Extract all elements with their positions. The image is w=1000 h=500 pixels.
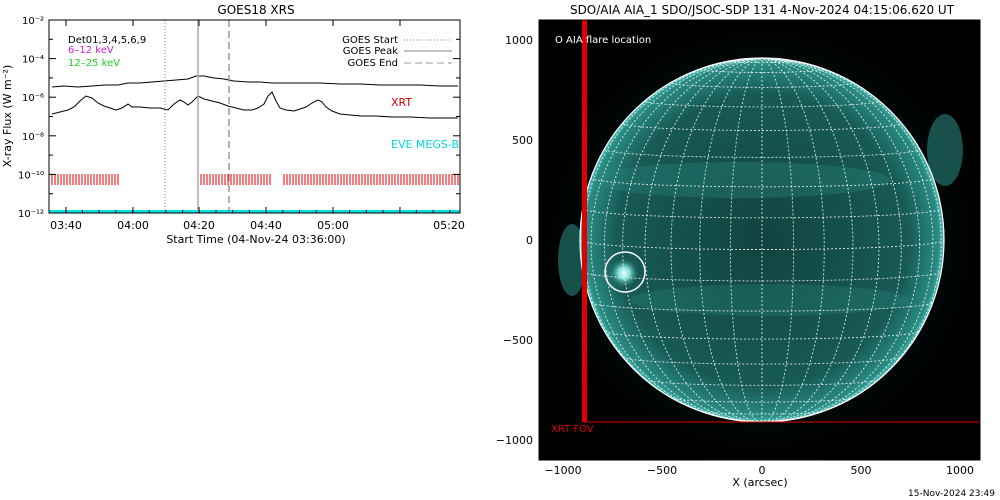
goes-xtick-label: 04:00 — [117, 219, 149, 232]
aia-limb-bright-right — [927, 114, 963, 186]
longitude-line — [761, 57, 934, 421]
goes-ytick-label: 10⁻¹⁰ — [18, 170, 44, 181]
goes-xlabel: Start Time (04-Nov-24 03:36:00) — [166, 233, 345, 246]
longitude-line — [670, 57, 763, 423]
aia-ytick-label: −500 — [503, 334, 533, 347]
longitude-line — [761, 57, 854, 423]
goes-ytick-label: 10⁻⁶ — [22, 93, 44, 104]
aia-flare-legend: O AIA flare location — [555, 35, 651, 46]
longitude-line — [761, 57, 825, 423]
aia-xtick-label: 500 — [851, 464, 872, 477]
legend-12-25kev: 12–25 keV — [68, 58, 120, 69]
latitude-line — [644, 100, 880, 108]
longitude-line — [761, 57, 942, 414]
latitude-line — [590, 302, 934, 312]
legend-goes-peak: GOES Peak — [343, 46, 398, 57]
footer-timestamp: 15-Nov-2024 23:49 — [908, 489, 995, 499]
goes-legend-left: Det01,3,4,5,6,9 6–12 keV 12–25 keV — [68, 35, 146, 69]
aia-xtick-label: −500 — [647, 464, 677, 477]
xrt-fov-left-edge — [582, 20, 587, 422]
legend-detectors: Det01,3,4,5,6,9 — [68, 35, 146, 46]
aia-ytick-label: 1000 — [505, 34, 533, 47]
legend-goes-start: GOES Start — [342, 35, 398, 46]
longitude-line — [761, 57, 921, 422]
active-band-south — [630, 284, 910, 316]
latitude-line — [579, 239, 945, 250]
longitude-line — [699, 57, 763, 423]
xrs-long-curve — [51, 75, 458, 88]
aia-xlabel: X (arcsec) — [732, 476, 787, 489]
longitude-line — [729, 57, 763, 423]
goes-ytick-label: 10⁻⁴ — [22, 55, 44, 66]
legend-goes-end: GOES End — [348, 58, 398, 69]
xrt-observation-ticks — [51, 174, 459, 185]
longitude-line — [622, 57, 763, 422]
aia-xtick-label: −1000 — [544, 464, 581, 477]
aia-image — [539, 20, 980, 460]
goes-axes: 03:40 04:00 04:20 04:40 05:00 05:20 10⁻² 10⁻⁴ 10… — [18, 16, 465, 232]
latitude-line — [590, 177, 934, 188]
longitude-line — [761, 57, 902, 422]
goes-ylabel: X-ray Flux (W m⁻²) — [1, 65, 14, 167]
goes-title: GOES18 XRS — [217, 3, 294, 17]
flare-location-circle — [604, 251, 646, 293]
longitude-line — [761, 57, 795, 423]
aia-xtick-label: 1000 — [946, 464, 974, 477]
aia-axes: −1000 −500 0 500 1000 1000 500 0 −500 −1000 — [496, 34, 974, 477]
xrt-label: XRT — [391, 96, 412, 109]
goes-xtick-label: 04:40 — [250, 219, 282, 232]
goes-xtick-label: 05:00 — [317, 219, 349, 232]
latitude-line — [603, 148, 921, 158]
aia-title: SDO/AIA AIA_1 SDO/JSOC-SDP 131 4-Nov-202… — [570, 3, 955, 17]
goes-xtick-label: 03:40 — [50, 219, 82, 232]
eve-label: EVE MEGS-B — [391, 138, 459, 151]
xrs-short-curve — [51, 91, 458, 119]
legend-6-12kev: 6–12 keV — [68, 45, 114, 56]
active-band — [590, 162, 890, 198]
longitude-line — [582, 57, 763, 414]
goes-time-markers — [164, 20, 230, 212]
aia-ytick-label: −1000 — [496, 434, 533, 447]
goes-ytick-label: 10⁻² — [22, 16, 44, 27]
aia-ytick-label: 500 — [512, 134, 533, 147]
longitude-line — [603, 57, 763, 422]
goes-legend-right: GOES Start GOES Peak GOES End — [342, 35, 452, 69]
goes-xtick-label: 05:20 — [433, 219, 465, 232]
latitude-line — [604, 330, 920, 340]
goes-curves — [49, 75, 460, 213]
xrt-fov-label: XRT FOV — [551, 424, 594, 435]
aia-ytick-label: 0 — [526, 234, 533, 247]
aia-limb-bright-left — [558, 224, 586, 296]
longitude-line — [590, 57, 763, 421]
aia-xtick-label: 0 — [759, 464, 766, 477]
goes-xtick-label: 04:20 — [183, 219, 215, 232]
latitude-line — [622, 356, 902, 365]
goes-ytick-label: 10⁻¹² — [18, 209, 44, 220]
goes-ytick-label: 10⁻⁸ — [22, 132, 44, 143]
